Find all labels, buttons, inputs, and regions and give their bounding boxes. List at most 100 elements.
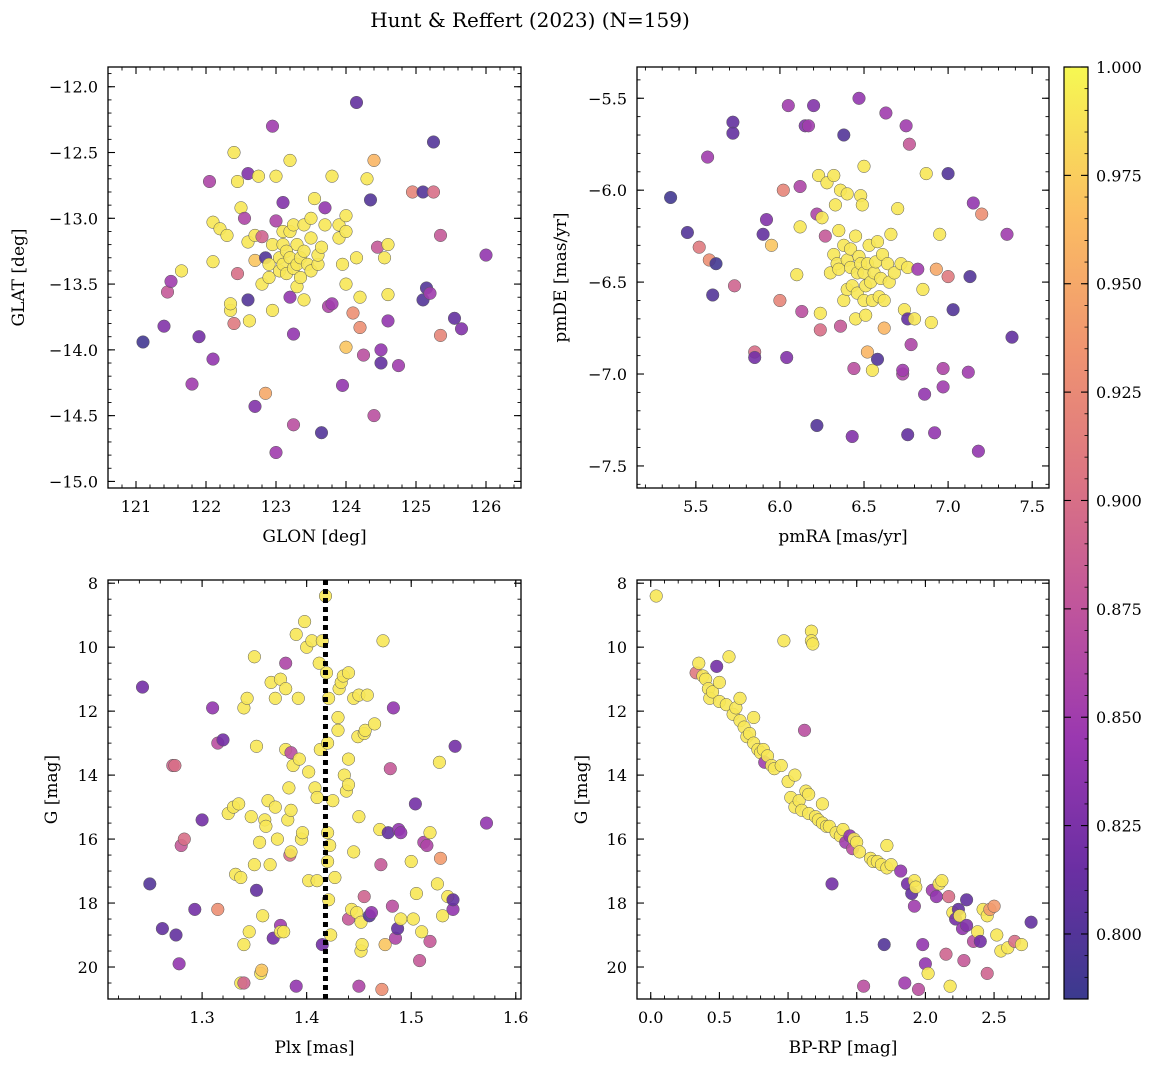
data-point (929, 890, 943, 904)
data-point (936, 361, 950, 376)
data-point (360, 688, 374, 702)
data-point (904, 338, 918, 352)
data-point (206, 352, 220, 366)
data-point (242, 314, 256, 328)
data-point (242, 925, 256, 939)
data-point (957, 954, 971, 968)
y-tick-label: 18 (78, 894, 98, 913)
x-tick-label: 6.5 (851, 497, 876, 516)
colorbar-tick-label: 0.925 (1096, 383, 1142, 402)
data-point (335, 378, 350, 392)
data-point (164, 274, 178, 288)
data-point (298, 615, 312, 629)
data-point (963, 270, 977, 284)
data-point (206, 701, 220, 715)
data-point (368, 717, 382, 731)
data-point (227, 145, 241, 160)
data-point (325, 169, 339, 183)
data-point (230, 267, 245, 281)
data-point (692, 240, 706, 254)
data-point (939, 947, 953, 961)
data-point (211, 902, 225, 916)
data-point (909, 880, 923, 894)
x-tick-label: 0.5 (707, 1008, 732, 1027)
data-point (297, 293, 311, 307)
data-point (341, 666, 356, 680)
data-point (827, 168, 841, 183)
data-point (255, 230, 269, 244)
data-point (916, 938, 930, 952)
data-point (286, 418, 301, 432)
data-point (432, 755, 446, 769)
data-point (234, 870, 248, 885)
data-point (860, 345, 874, 359)
data-point (649, 589, 663, 603)
colorbar-tick-label: 0.950 (1096, 275, 1142, 294)
data-point (408, 797, 422, 811)
data-point (907, 899, 921, 913)
data-point (269, 214, 283, 228)
data-point (352, 810, 366, 824)
data-point (1005, 330, 1019, 344)
data-point (335, 257, 350, 271)
data-point (341, 778, 356, 792)
data-point (960, 893, 974, 907)
data-point (185, 377, 199, 391)
y-tick-label: −7.0 (588, 365, 627, 384)
data-point (284, 845, 298, 859)
data-point (249, 739, 264, 753)
data-point (781, 99, 795, 113)
y-axis-label: G [mag] (572, 755, 592, 824)
data-point (747, 710, 761, 725)
data-point (259, 819, 273, 833)
data-point (832, 224, 846, 238)
y-tick-label: 18 (607, 894, 627, 913)
data-point (135, 680, 150, 694)
y-tick-label: 20 (78, 958, 98, 977)
colorbar-ticks: 0.800 0.825 0.850 0.875 0.900 0.925 0.950 0.975… (1064, 58, 1142, 978)
data-point (282, 781, 296, 795)
y-tick-label: −5.5 (588, 89, 627, 108)
data-point (756, 227, 770, 241)
data-point (801, 119, 816, 133)
data-point (726, 126, 740, 140)
data-point (433, 851, 448, 865)
data-point (942, 890, 956, 904)
data-point (381, 288, 395, 302)
data-point (394, 826, 408, 840)
data-point (268, 800, 282, 814)
y-tick-label: 14 (607, 766, 627, 785)
data-point (870, 235, 885, 249)
data-point (251, 169, 266, 183)
data-point (911, 262, 925, 276)
data-point (1000, 227, 1014, 241)
data-point (847, 361, 861, 376)
x-tick-label: 2.0 (913, 1008, 938, 1027)
x-axis-label: Plx [mas] (274, 1038, 354, 1058)
y-axis-label: G [mag] (42, 755, 62, 824)
data-point (358, 723, 372, 737)
data-point (349, 95, 364, 110)
colorbar-tick-label: 0.800 (1096, 925, 1142, 944)
data-point (249, 883, 264, 897)
data-point (706, 288, 720, 302)
data-point (378, 938, 392, 952)
data-point (918, 387, 932, 401)
data-point (375, 982, 389, 996)
data-point (776, 183, 790, 197)
data-point (887, 266, 901, 280)
data-point (966, 196, 980, 210)
data-point (314, 240, 329, 254)
data-point (1024, 915, 1038, 929)
data-point (899, 119, 913, 133)
data-point (258, 386, 273, 400)
data-point (240, 691, 254, 705)
colorbar-gradient (1063, 66, 1089, 1000)
data-point (374, 343, 388, 357)
data-point (248, 399, 262, 413)
x-tick-label: 7.0 (935, 497, 960, 516)
data-point (852, 91, 866, 105)
colorbar-tick-label: 0.850 (1096, 708, 1142, 727)
data-point (374, 858, 388, 872)
data-point (727, 279, 742, 293)
